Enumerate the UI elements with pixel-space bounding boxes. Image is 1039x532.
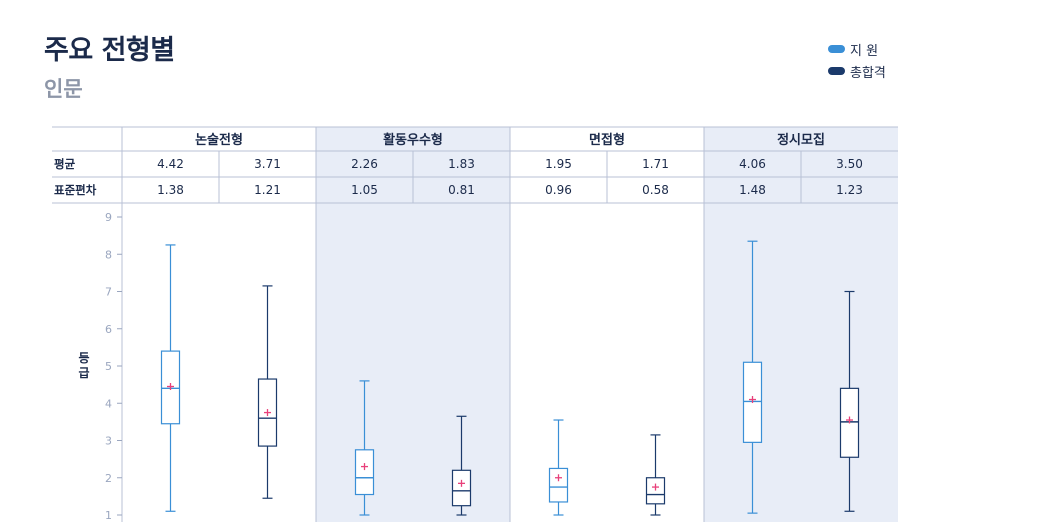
y-tick-label: 6 — [105, 323, 112, 336]
chart-subtitle: 인문 — [44, 77, 83, 101]
y-axis-label: 등 — [78, 351, 89, 365]
box-iqr — [548, 467, 569, 503]
mean-value: 3.71 — [254, 157, 281, 171]
legend-label-applicants: 지 원 — [850, 43, 879, 59]
legend-swatch-admitted — [828, 67, 845, 75]
group-header: 논술전형 — [195, 132, 243, 148]
legend-swatch-applicants — [828, 45, 845, 53]
group-header: 활동우수형 — [383, 132, 443, 148]
mean-value: 3.50 — [836, 157, 863, 171]
sd-value: 0.58 — [642, 183, 669, 197]
box-iqr — [645, 477, 666, 505]
y-tick-label: 3 — [105, 435, 112, 448]
mean-value: 4.06 — [739, 157, 766, 171]
mean-value: 2.26 — [351, 157, 378, 171]
sd-value: 1.38 — [157, 183, 184, 197]
y-tick-label: 9 — [105, 211, 112, 224]
sd-value: 0.96 — [545, 183, 572, 197]
legend: 지 원 총합격 — [828, 38, 886, 82]
sd-value: 0.81 — [448, 183, 475, 197]
sd-value: 1.23 — [836, 183, 863, 197]
y-tick-label: 2 — [105, 472, 112, 485]
legend-item-admitted: 총합격 — [828, 60, 886, 82]
y-tick-label: 5 — [105, 360, 112, 373]
box-iqr — [451, 469, 472, 507]
sd-value: 1.21 — [254, 183, 281, 197]
group-header: 정시모집 — [777, 132, 825, 148]
chart-title: 주요 전형별 — [44, 35, 175, 66]
y-axis-label: 급 — [78, 366, 89, 380]
y-tick-label: 7 — [105, 286, 112, 299]
mean-value: 4.42 — [157, 157, 184, 171]
mean-value: 1.71 — [642, 157, 669, 171]
mean-value: 1.95 — [545, 157, 572, 171]
y-tick-label: 8 — [105, 248, 112, 261]
legend-label-admitted: 총합격 — [850, 65, 886, 81]
y-tick-label: 1 — [105, 509, 112, 522]
row-label-sd: 표준편차 — [54, 183, 97, 197]
mean-value: 1.83 — [448, 157, 475, 171]
y-tick-label: 4 — [105, 397, 112, 410]
sd-value: 1.48 — [739, 183, 766, 197]
sd-value: 1.05 — [351, 183, 378, 197]
legend-item-applicants: 지 원 — [828, 38, 886, 60]
box-iqr — [354, 449, 375, 496]
row-label-mean: 평균 — [54, 157, 76, 171]
group-header: 면접형 — [589, 132, 625, 148]
